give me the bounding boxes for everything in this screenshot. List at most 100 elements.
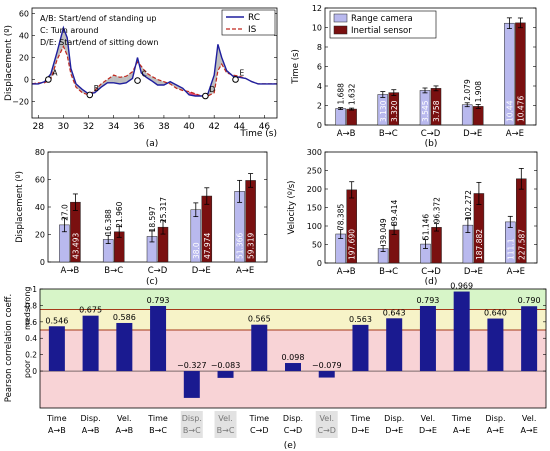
y-tick-label: 0 [317,259,322,268]
data-label: 38.0 [192,242,201,259]
data-label: 0.640 [484,309,507,318]
event-label: C [142,70,147,79]
category-label: A→E [521,426,538,435]
y-tick-label: 200 [307,185,322,194]
category-label: Vel. [218,414,233,423]
category-highlight [214,411,237,438]
x-tick-label: 44 [234,122,246,132]
bar-inertial-sensor [431,227,442,264]
legend-label: IS [248,25,257,35]
category-label: A→B [61,266,80,276]
data-label: 0.793 [416,296,439,305]
plot-frame-e [39,288,547,409]
series-line-IS [31,45,277,97]
category-label: B→C [104,266,123,276]
data-label: 0.586 [113,313,136,322]
event-marker [202,92,209,100]
legend-swatch-range-camera [333,13,348,23]
correlation-bar [116,322,133,372]
y-tick-label: 300 [307,148,322,157]
data-label: 187.882 [475,229,484,260]
correlation-bar [453,291,470,372]
y-axis-label: Displacement (º) [15,171,25,243]
y-tick-label: 12 [312,4,322,13]
category-label: A→B [115,426,133,435]
event-label: D [209,85,215,94]
correlation-bar [48,326,65,372]
y-tick-label: 60 [35,176,45,185]
category-label: Time [147,414,168,423]
correlation-bar [521,306,538,372]
category-label: B→C [379,267,398,277]
y-tick-label: 1 [32,285,37,294]
y-tick-label: 80 [35,148,45,157]
y-tick-label: 0.2 [25,351,37,360]
category-label: D→E [385,426,403,435]
difference-area [119,76,127,84]
y-tick-label: 50 [312,241,322,250]
y-tick-label: 40 [19,32,29,41]
x-tick-label: 34 [108,122,120,132]
correlation-bar [150,305,167,372]
y-tick-label: −20 [12,98,29,107]
bar-inertial-sensor [388,229,400,264]
category-label: Time [451,414,472,423]
correlation-bar [183,371,200,398]
correlation-bar [352,324,369,372]
event-marker [134,77,141,84]
data-label: 51.146 [422,214,431,240]
category-label: Time [350,414,371,423]
difference-area [157,79,164,85]
y-tick-label: 2 [317,102,322,111]
category-label: C→D [421,129,441,139]
x-tick-label: 42 [208,122,219,132]
x-tick-label: 46 [259,122,271,132]
data-label: 18.597 [148,206,157,232]
y-tick-label: 8 [317,43,322,52]
data-label: 0.546 [45,316,68,325]
legend-label: Range camera [351,14,413,24]
category-label: D→E [192,266,211,276]
category-label: C→D [318,426,336,435]
y-tick-label: 250 [307,167,322,176]
data-label: 0.565 [248,315,271,324]
zone-label: poor [23,359,32,378]
y-tick-label: 20 [35,231,45,240]
y-tick-label: 0.8 [25,301,37,310]
y-tick-label: 0 [24,76,29,85]
zone-label: strong [23,287,32,312]
data-label: 1.688 [337,83,346,105]
category-label: D→E [464,267,483,277]
x-tick-label: 30 [58,122,70,132]
category-label: C→D [284,426,302,435]
y-tick-label: 20 [19,54,29,63]
correlation-bar [251,324,268,372]
difference-area [146,72,152,81]
plot-frame-a [31,7,278,119]
category-label: Disp. [384,414,404,423]
event-marker [86,91,94,99]
correlation-bar [82,315,99,372]
category-label: Vel. [319,414,334,423]
y-tick-label: 100 [307,222,322,231]
event-marker [45,76,52,83]
y-axis-label: Displacement (º) [4,25,14,101]
annotation-text: A/B: Start/end of standing up [40,14,156,23]
category-label: Disp. [81,414,101,423]
panel-label: (c) [146,277,158,287]
correlation-bar [419,305,436,372]
category-label: B→C [217,426,235,435]
panel-label: (d) [425,277,438,287]
bar-range-camera [335,108,346,126]
event-label: E [240,69,245,78]
correlation-bar [217,371,234,378]
data-label: 0.790 [518,296,541,305]
category-label: A→B [337,267,356,277]
category-label: C→D [148,266,168,276]
category-label: A→B [337,129,356,139]
x-tick-label: 40 [183,122,195,132]
data-label: 102.272 [464,190,473,221]
data-label: 47.974 [203,233,212,259]
data-label: 21.960 [115,201,124,227]
category-label: C→D [421,267,441,277]
